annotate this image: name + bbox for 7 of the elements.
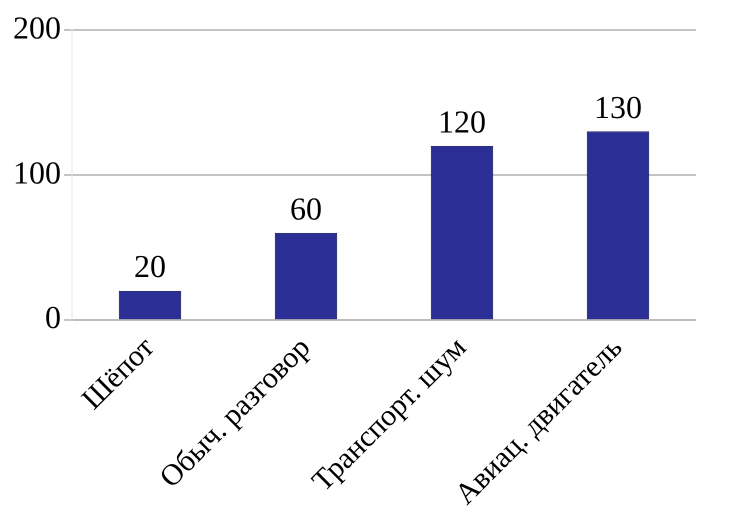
y-tick-label: 200 <box>13 9 61 46</box>
data-label: 60 <box>290 190 322 226</box>
data-label: 120 <box>438 103 486 140</box>
data-label: 20 <box>134 248 166 284</box>
y-tick-label: 0 <box>45 299 61 336</box>
y-tick-label: 100 <box>13 154 61 190</box>
data-label: 130 <box>594 88 642 125</box>
